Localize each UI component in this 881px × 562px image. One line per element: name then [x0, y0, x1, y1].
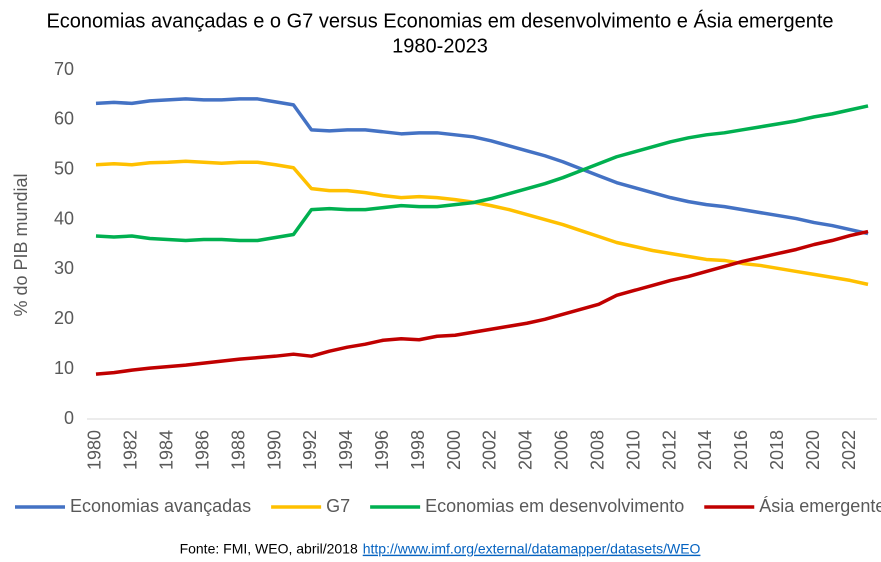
series-line — [95, 159, 869, 287]
x-tick-label: 1986 — [192, 430, 212, 470]
x-tick-label: 1990 — [264, 430, 284, 470]
x-tick-label: 2002 — [480, 430, 500, 470]
y-tick-label: 70 — [54, 59, 74, 79]
legend-label: Economias em desenvolvimento — [425, 496, 684, 516]
y-tick-label: 30 — [54, 258, 74, 278]
x-tick-label: 2016 — [731, 430, 751, 470]
y-tick-label: 20 — [54, 308, 74, 328]
y-tick-label: 10 — [54, 358, 74, 378]
series-line — [95, 229, 869, 376]
chart-subtitle: 1980-2023 — [392, 35, 488, 57]
x-tick-label: 1980 — [85, 430, 105, 470]
x-tick-label: 1998 — [408, 430, 428, 470]
legend-label: Economias avançadas — [70, 496, 251, 516]
y-tick-label: 0 — [64, 408, 74, 428]
y-tick-label: 60 — [54, 109, 74, 129]
x-tick-label: 2004 — [516, 430, 536, 470]
x-tick-label: 1988 — [228, 430, 248, 470]
chart-title: Economias avançadas e o G7 versus Econom… — [46, 9, 833, 32]
x-tick-label: 2012 — [659, 430, 679, 470]
x-tick-label: 2006 — [552, 430, 572, 470]
x-tick-label: 2022 — [839, 430, 859, 470]
x-tick-label: 1994 — [336, 430, 356, 470]
x-tick-label: 1996 — [372, 430, 392, 470]
y-axis-label: % do PIB mundial — [11, 173, 31, 316]
legend-label: G7 — [326, 496, 350, 516]
x-tick-label: 2000 — [444, 430, 464, 470]
series-line — [95, 104, 869, 243]
y-tick-label: 50 — [54, 158, 74, 178]
legend-label: Ásia emergente — [759, 496, 881, 516]
y-tick-label: 40 — [54, 208, 74, 228]
x-tick-label: 1982 — [121, 430, 141, 470]
series-line — [95, 97, 869, 236]
x-tick-label: 1992 — [300, 430, 320, 470]
x-tick-label: 1984 — [157, 430, 177, 470]
x-tick-label: 2014 — [695, 430, 715, 470]
x-tick-label: 2020 — [803, 430, 823, 470]
x-tick-label: 2008 — [587, 430, 607, 470]
x-tick-label: 2018 — [767, 430, 787, 470]
source-text: Fonte: FMI, WEO, abril/2018 — [180, 541, 358, 557]
source-link[interactable]: http://www.imf.org/external/datamapper/d… — [363, 541, 701, 557]
x-tick-label: 2010 — [623, 430, 643, 470]
